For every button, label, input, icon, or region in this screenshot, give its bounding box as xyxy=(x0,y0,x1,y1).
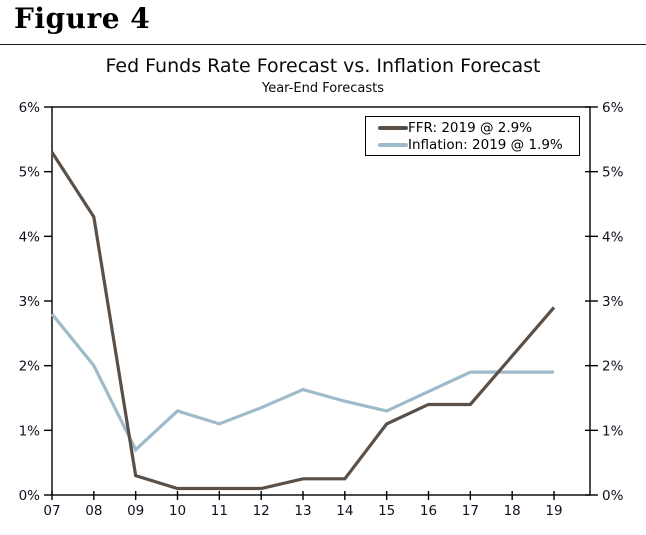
y-axis-tick-label-left: 5% xyxy=(19,165,41,181)
series-line-ffr xyxy=(50,151,556,491)
chart-title: Fed Funds Rate Forecast vs. Inflation Fo… xyxy=(105,55,541,77)
header-rule xyxy=(0,44,646,45)
ffr-line-swatch xyxy=(378,125,408,130)
y-axis-tick-label-right: 1% xyxy=(602,423,624,439)
plot-border xyxy=(51,106,591,496)
y-axis-tick-label-right: 3% xyxy=(602,294,624,310)
series-line-inflation xyxy=(50,312,554,453)
y-axis-tick-label-left: 0% xyxy=(19,488,41,504)
x-axis-tick-label: 13 xyxy=(294,503,311,519)
x-axis-tick-label: 08 xyxy=(85,503,102,519)
chart-legend: FFR: 2019 @ 2.9% Inflation: 2019 @ 1.9% xyxy=(365,116,580,156)
y-axis-tick-label-right: 0% xyxy=(602,488,624,504)
y-axis-tick-label-left: 1% xyxy=(19,423,41,439)
x-axis-tick-label: 12 xyxy=(253,503,270,519)
x-axis-tick-label: 17 xyxy=(462,503,479,519)
inflation-line-swatch xyxy=(378,142,408,147)
y-axis-tick-label-right: 6% xyxy=(602,100,624,116)
y-axis-tick-label-left: 2% xyxy=(19,359,41,375)
x-axis-tick-label: 09 xyxy=(127,503,144,519)
figure-label: Figure 4 xyxy=(14,2,151,35)
x-axis-tick-label: 14 xyxy=(336,503,353,519)
legend-item-inflation: Inflation: 2019 @ 1.9% xyxy=(378,137,579,153)
y-axis-tick-label-right: 4% xyxy=(602,229,624,245)
legend-label-inflation: Inflation: 2019 @ 1.9% xyxy=(408,136,563,153)
legend-item-ffr: FFR: 2019 @ 2.9% xyxy=(378,120,579,136)
x-axis-tick-label: 10 xyxy=(169,503,186,519)
y-axis-tick-label-right: 2% xyxy=(602,359,624,375)
y-axis-tick-label-left: 3% xyxy=(19,294,41,310)
y-axis-tick-label-left: 6% xyxy=(19,100,41,116)
x-axis-tick-label: 11 xyxy=(211,503,228,519)
legend-label-ffr: FFR: 2019 @ 2.9% xyxy=(408,119,533,136)
chart-subtitle: Year-End Forecasts xyxy=(261,81,384,96)
x-axis-tick-label: 15 xyxy=(378,503,395,519)
x-axis-tick-label: 07 xyxy=(43,503,60,519)
y-axis-tick-label-left: 4% xyxy=(19,229,41,245)
y-axis-tick-label-right: 5% xyxy=(602,165,624,181)
x-axis-tick-label: 18 xyxy=(504,503,521,519)
x-axis-tick-label: 16 xyxy=(420,503,437,519)
x-axis-tick-label: 19 xyxy=(545,503,562,519)
